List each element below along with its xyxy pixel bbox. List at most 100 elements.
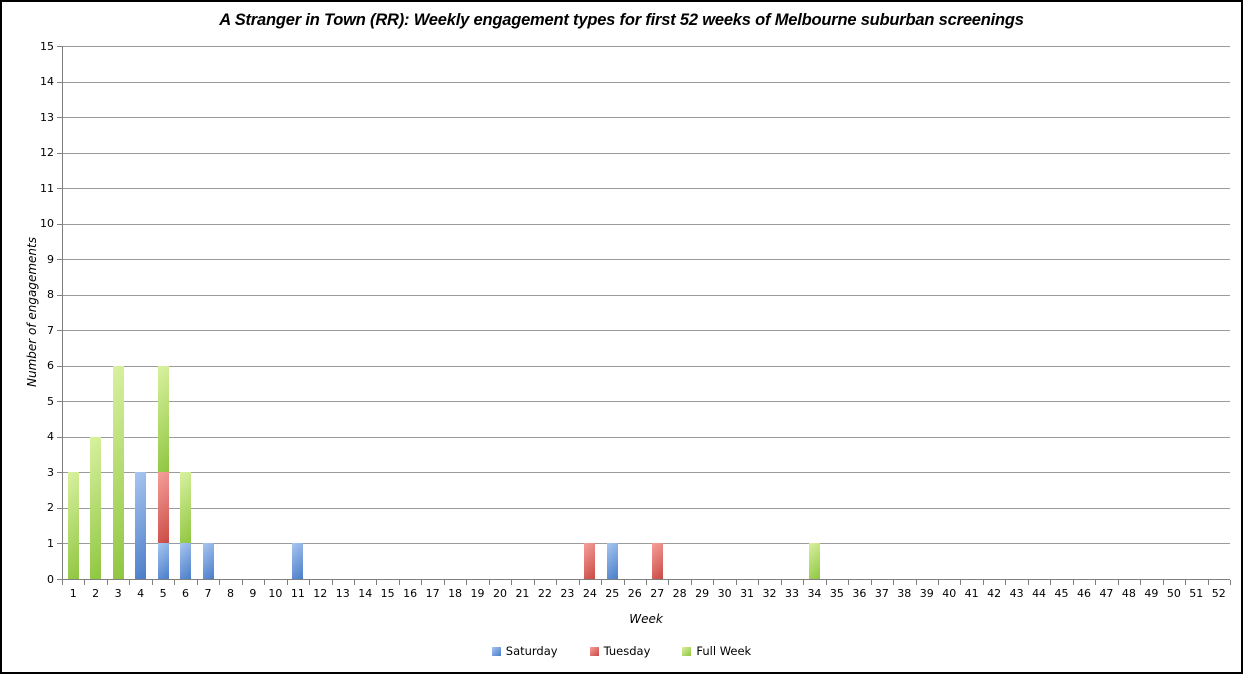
x-tick-mark <box>286 580 288 585</box>
y-tick-label: 1 <box>47 536 54 550</box>
x-tick-mark <box>219 580 221 585</box>
x-tick-mark <box>690 580 692 585</box>
x-tick-label: 4 <box>137 587 145 600</box>
x-tick-mark <box>893 580 895 585</box>
x-tick-label: 29 <box>695 587 710 600</box>
x-tick-mark <box>1005 580 1007 585</box>
legend-swatch-icon <box>589 646 599 656</box>
x-tick-mark <box>398 580 400 585</box>
x-tick-mark <box>735 580 737 585</box>
y-tick-label: 9 <box>47 252 54 266</box>
x-tick-mark <box>825 580 827 585</box>
x-tick-label: 22 <box>537 587 552 600</box>
x-tick-mark <box>264 580 266 585</box>
x-tick-label: 14 <box>358 587 373 600</box>
y-tick-mark <box>57 401 62 403</box>
x-tick-mark <box>151 580 153 585</box>
x-tick-label: 1 <box>69 587 77 600</box>
x-tick-label: 19 <box>470 587 485 600</box>
gridline <box>62 152 1230 154</box>
x-tick-mark <box>106 580 108 585</box>
x-tick-label: 9 <box>249 587 257 600</box>
y-tick-label: 7 <box>47 323 54 337</box>
x-tick-mark <box>1117 580 1119 585</box>
x-axis-line <box>62 579 1230 580</box>
gridline <box>62 543 1230 545</box>
bar-segment-tuesday <box>584 543 596 579</box>
x-tick-mark <box>780 580 782 585</box>
x-tick-label: 11 <box>290 587 305 600</box>
gridline <box>62 401 1230 403</box>
x-tick-mark <box>646 580 647 585</box>
bar-segment-full-week <box>90 436 102 579</box>
x-tick-mark <box>870 580 872 585</box>
y-tick-mark <box>57 507 62 509</box>
x-tick-mark <box>511 580 513 585</box>
y-tick-label: 14 <box>40 75 54 89</box>
y-tick-label: 0 <box>47 572 54 586</box>
x-tick-mark <box>196 580 198 585</box>
chart-title: A Stranger in Town (RR): Weekly engageme… <box>219 11 1024 29</box>
x-tick-mark <box>915 580 917 585</box>
x-tick-mark <box>354 580 355 585</box>
x-tick-mark <box>1185 580 1187 585</box>
x-tick-mark <box>421 580 423 585</box>
x-tick-label: 42 <box>987 587 1002 600</box>
x-tick-mark <box>668 580 670 585</box>
bar-segment-full-week <box>157 365 169 473</box>
y-tick-mark <box>57 579 62 580</box>
x-tick-mark <box>713 580 715 585</box>
y-tick-label: 12 <box>40 146 54 160</box>
y-tick-label: 6 <box>47 359 54 373</box>
x-tick-mark <box>309 580 311 585</box>
x-tick-label: 40 <box>942 587 957 600</box>
x-tick-label: 21 <box>515 587 530 600</box>
x-tick-label: 7 <box>204 587 212 600</box>
y-tick-mark <box>57 259 62 261</box>
x-tick-mark <box>1072 580 1074 585</box>
x-tick-label: 41 <box>964 587 979 600</box>
y-tick-label: 5 <box>47 394 54 408</box>
x-tick-mark <box>578 580 580 585</box>
x-tick-label: 18 <box>448 587 463 600</box>
x-tick-mark <box>1162 580 1164 585</box>
x-tick-label: 10 <box>268 587 283 600</box>
x-tick-label: 38 <box>897 587 912 600</box>
x-tick-label: 17 <box>425 587 440 600</box>
legend-swatch-icon <box>491 646 501 656</box>
y-tick-mark <box>57 223 62 225</box>
x-tick-label: 12 <box>313 587 328 600</box>
y-tick-mark <box>57 46 62 47</box>
x-tick-label: 31 <box>740 587 755 600</box>
legend-item-tuesday: Tuesday <box>589 644 650 658</box>
x-tick-label: 45 <box>1054 587 1069 600</box>
x-tick-mark <box>241 580 243 585</box>
legend-label: Saturday <box>505 644 558 658</box>
x-tick-label: 6 <box>182 587 190 600</box>
x-tick-label: 30 <box>717 587 732 600</box>
x-tick-label: 35 <box>829 587 844 600</box>
gridline <box>62 81 1230 83</box>
x-tick-mark <box>129 580 131 585</box>
y-axis-line <box>62 46 63 580</box>
gridline <box>62 294 1230 296</box>
x-tick-mark <box>443 580 445 585</box>
x-tick-label: 13 <box>335 587 350 600</box>
x-tick-mark <box>982 580 984 585</box>
legend: Saturday Tuesday Full Week <box>2 644 1241 658</box>
y-tick-label: 11 <box>40 181 54 195</box>
x-tick-mark <box>376 580 378 585</box>
x-tick-mark <box>601 580 603 585</box>
bar-segment-saturday <box>135 472 147 579</box>
bar-segment-full-week <box>112 365 124 579</box>
x-axis-title: Week <box>629 612 663 626</box>
x-tick-label: 5 <box>159 587 167 600</box>
plot-area: 0 1 2 3 4 5 6 7 8 9 10 11 12 13 14 15 1 2 3 4 5 6 7 8 9 10 11 12 13 1… <box>40 40 1231 600</box>
x-tick-label: 16 <box>403 587 418 600</box>
gridline <box>62 472 1230 474</box>
x-tick-mark <box>488 580 490 585</box>
bar-segment-saturday <box>180 543 192 579</box>
gridline <box>62 117 1230 119</box>
x-tick-label: 52 <box>1211 587 1226 600</box>
